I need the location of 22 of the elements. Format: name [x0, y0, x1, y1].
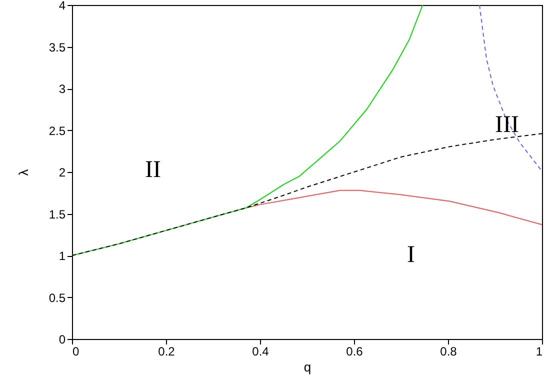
line-series [478, 4, 542, 172]
x-tick-label: 1 [536, 344, 543, 358]
annotation: III [495, 112, 519, 138]
x-tick-label: 0.8 [440, 344, 458, 358]
y-axis-title: λ [16, 168, 31, 176]
annotation: I [407, 242, 415, 268]
y-tick-label: 4 [58, 0, 66, 12]
annotation: II [145, 157, 161, 183]
y-tick-label: 3.5 [48, 40, 66, 54]
x-tick-label: 0 [72, 344, 80, 358]
x-tick-label: 0.6 [346, 344, 364, 358]
y-tick-label: 1 [58, 249, 66, 263]
y-tick-label: 2 [58, 166, 66, 180]
y-tick-label: 3 [58, 82, 66, 96]
line-series [245, 190, 542, 226]
x-tick-label: 0.4 [252, 344, 270, 358]
y-tick-label: 2.5 [48, 124, 66, 138]
x-axis-title: q [304, 360, 312, 374]
y-tick-label: 1.5 [48, 207, 66, 222]
x-tick-label: 0.2 [158, 344, 176, 358]
y-tick-label: 0.5 [48, 290, 66, 305]
y-tick-label: 0 [58, 332, 66, 346]
